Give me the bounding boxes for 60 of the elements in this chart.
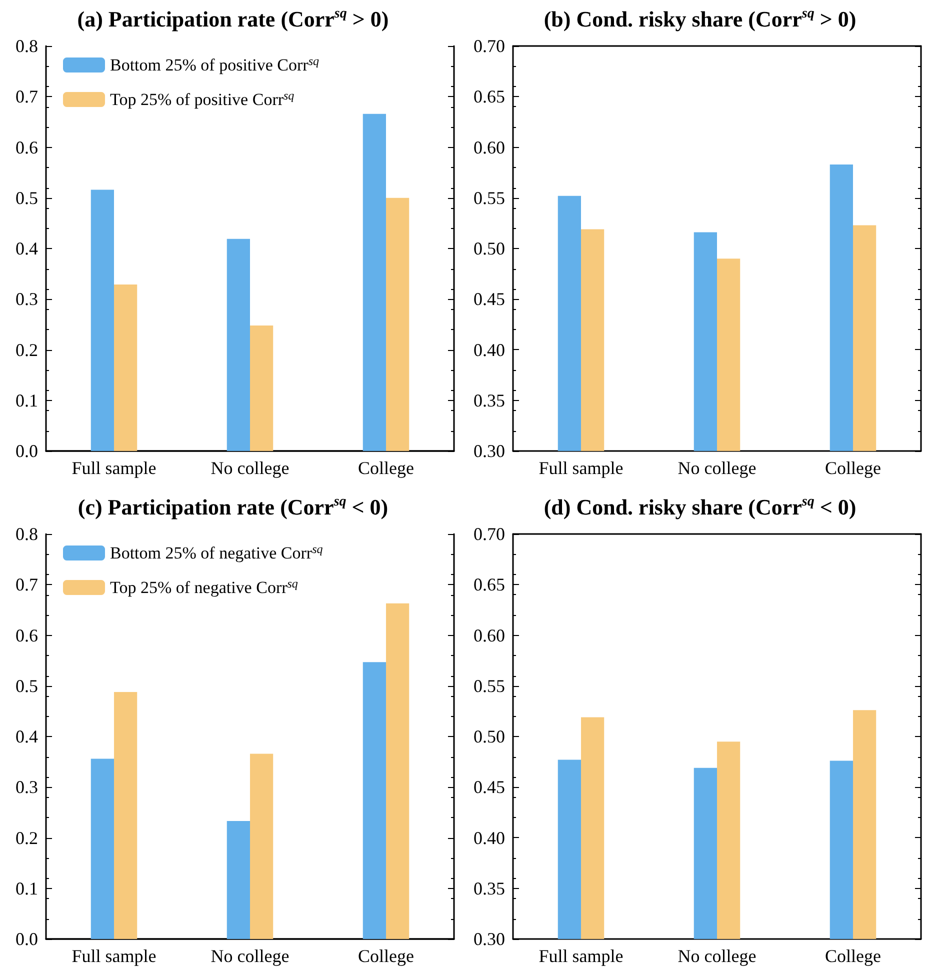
y-tick-label: 0.7 xyxy=(16,574,38,595)
y-tick-label: 0.35 xyxy=(474,390,505,410)
x-tick-label: College xyxy=(358,946,414,966)
y-tick-label: 0.3 xyxy=(16,777,38,798)
bar xyxy=(90,758,114,939)
y-tick-label: 0.45 xyxy=(474,777,505,798)
y-tick-label: 0.65 xyxy=(474,574,505,595)
x-tick-label: College xyxy=(825,946,881,966)
y-tick-label: 0.7 xyxy=(16,86,38,107)
bar xyxy=(114,692,138,939)
x-tick-label: College xyxy=(825,458,881,478)
y-tick-label: 0.8 xyxy=(16,524,38,544)
y-tick-label: 0.2 xyxy=(16,340,38,360)
y-tick-label: 0.1 xyxy=(16,878,38,898)
bar xyxy=(226,238,250,451)
y-tick-label: 0.4 xyxy=(16,726,38,746)
x-tick-label: Full sample xyxy=(538,458,624,478)
y-tick-label: 0.30 xyxy=(474,929,505,949)
y-tick-label: 0.5 xyxy=(16,676,38,696)
y-tick-label: 0.1 xyxy=(16,390,38,410)
x-tick-label: No college xyxy=(210,946,290,966)
y-tick-label: 0.6 xyxy=(16,625,38,646)
bar xyxy=(386,603,410,939)
y-tick-label: 0.35 xyxy=(474,878,505,898)
y-tick-label: 0.40 xyxy=(474,340,505,360)
y-tick-label: 0.5 xyxy=(16,188,38,208)
x-tick-label: No college xyxy=(210,458,290,478)
y-tick-label: 0.0 xyxy=(16,441,38,461)
y-tick-label: 0.2 xyxy=(16,828,38,848)
y-tick-label: 0.3 xyxy=(16,289,38,310)
bar xyxy=(226,821,250,939)
bar xyxy=(250,325,274,451)
x-tick-label: No college xyxy=(678,946,756,966)
y-tick-label: 0.65 xyxy=(474,86,505,107)
y-tick-label: 0.55 xyxy=(474,676,505,696)
bar xyxy=(90,190,114,451)
y-tick-label: 0.4 xyxy=(16,238,38,258)
bar xyxy=(362,662,386,939)
x-tick-label: College xyxy=(358,458,414,478)
y-tick-label: 0.60 xyxy=(474,137,505,158)
y-tick-label: 0.30 xyxy=(474,441,505,461)
y-tick-label: 0.55 xyxy=(474,188,505,208)
bar xyxy=(250,754,274,939)
y-tick-label: 0.50 xyxy=(474,726,505,746)
y-tick-label: 0.45 xyxy=(474,289,505,310)
x-tick-label: Full sample xyxy=(72,946,156,966)
y-tick-label: 0.40 xyxy=(474,828,505,848)
bar xyxy=(386,198,410,451)
y-tick-label: 0.6 xyxy=(16,137,38,158)
bar xyxy=(114,284,138,451)
x-tick-label: Full sample xyxy=(538,946,624,966)
y-tick-label: 0.0 xyxy=(16,929,38,949)
y-tick-label: 0.50 xyxy=(474,238,505,258)
y-tick-label: 0.60 xyxy=(474,625,505,646)
x-tick-label: Full sample xyxy=(72,458,156,478)
y-tick-label: 0.70 xyxy=(474,524,505,544)
bar xyxy=(362,114,386,451)
x-tick-label: No college xyxy=(678,458,756,478)
y-tick-label: 0.70 xyxy=(474,36,505,56)
y-tick-label: 0.8 xyxy=(16,36,38,56)
